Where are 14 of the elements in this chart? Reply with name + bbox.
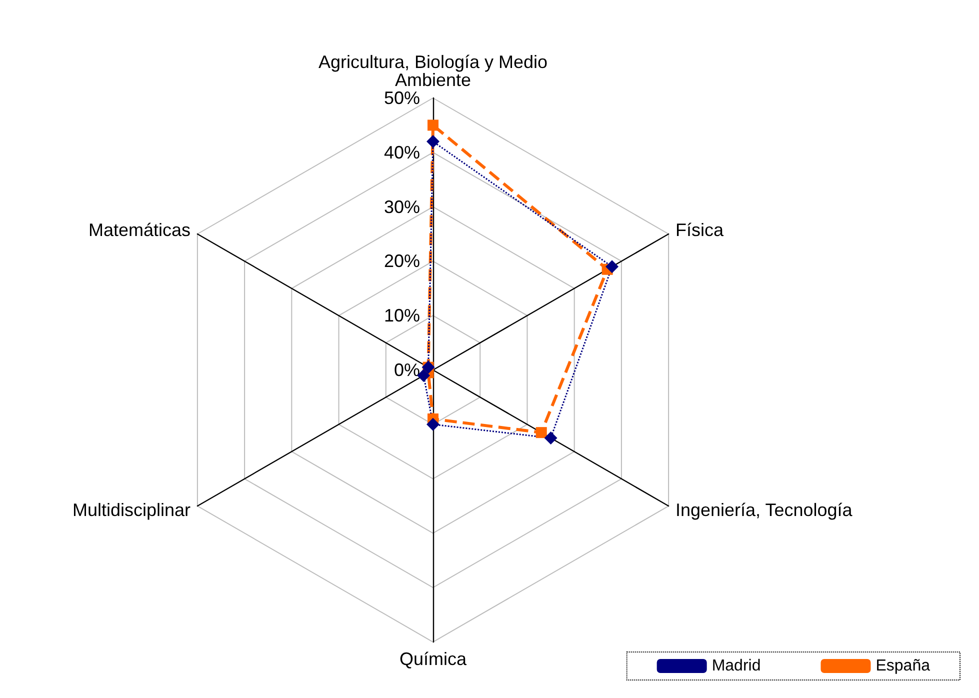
legend-label: España xyxy=(876,658,930,674)
y-tick-label: 20% xyxy=(384,251,420,272)
spoke-label: Física xyxy=(675,220,724,240)
y-tick-label: 30% xyxy=(384,196,420,217)
y-tick-label: 10% xyxy=(384,306,420,326)
y-tick-label: 50% xyxy=(384,88,420,108)
spoke-label: Multidisciplinar xyxy=(72,500,191,520)
spoke-label: Matemáticas xyxy=(88,220,191,240)
spoke-label: Ingeniería, Tecnología xyxy=(675,500,854,520)
spoke-label: Química xyxy=(399,649,468,669)
y-tick-label: 0% xyxy=(394,360,420,380)
legend-label: Madrid xyxy=(712,658,761,674)
spoke-label: Agricultura, Biología y Medio Ambiente xyxy=(318,52,548,90)
y-tick-label: 40% xyxy=(384,142,420,162)
